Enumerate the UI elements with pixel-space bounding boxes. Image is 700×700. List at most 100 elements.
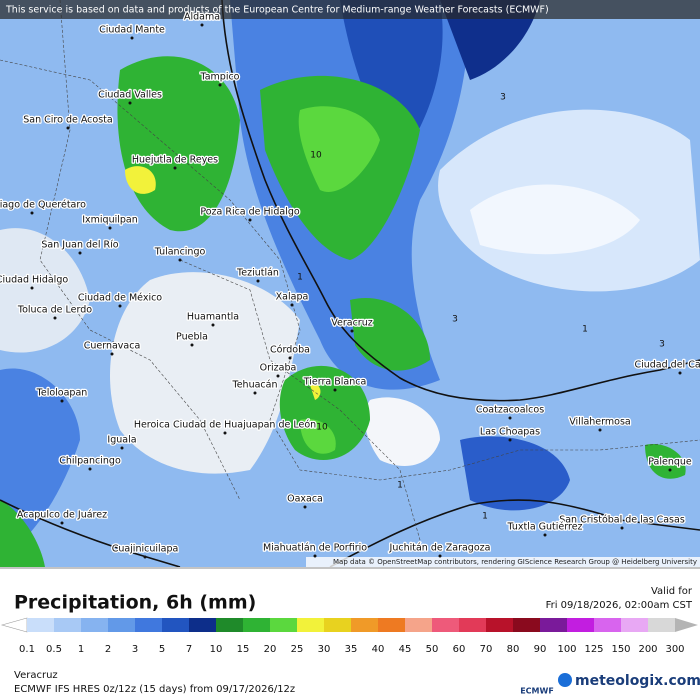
dry-area	[110, 272, 300, 474]
valid-label: Valid for	[651, 586, 693, 597]
city-label: Tampico	[199, 72, 239, 83]
brand-icon	[558, 673, 572, 687]
coastline	[329, 499, 700, 567]
city-label: Ixmiquilpan	[82, 215, 138, 226]
map: This service is based on data and produc…	[0, 0, 700, 567]
legend: Precipitation, 6h (mm) Valid for Fri 09/…	[0, 567, 700, 696]
city-label: Heroica Ciudad de Huajuapan de León	[134, 420, 316, 431]
city-label: San Cristóbal de las Casas	[559, 515, 685, 526]
legend-label: 7	[186, 644, 192, 655]
legend-swatch	[648, 618, 675, 632]
city-label: Tulancingo	[154, 247, 206, 258]
legend-label: 0.5	[46, 644, 62, 655]
city-dot	[303, 505, 307, 509]
city-dot	[438, 554, 442, 558]
city-label: Teziutlán	[236, 268, 279, 279]
legend-label: 1	[78, 644, 84, 655]
wet-area	[460, 436, 570, 511]
heavy-area	[645, 444, 686, 479]
city-dot	[118, 304, 122, 308]
wet-area	[0, 368, 80, 560]
legend-swatch	[54, 618, 81, 632]
city-label: Ciudad Mante	[99, 25, 165, 36]
heavy-area	[300, 419, 336, 454]
location: Veracruz	[14, 670, 58, 681]
city-dot	[256, 279, 260, 283]
city-dot	[276, 374, 280, 378]
city-dot	[223, 431, 227, 435]
contour-label: 1	[297, 273, 303, 283]
legend-swatch	[162, 618, 189, 632]
dry-area	[0, 228, 90, 353]
city-dot	[130, 36, 134, 40]
legend-label: 5	[159, 644, 165, 655]
city-label: Palenque	[648, 457, 692, 468]
contour-label: 1	[482, 512, 488, 522]
heavy-area	[125, 166, 156, 194]
legend-swatch	[567, 618, 594, 632]
city-label: Cuernavaca	[84, 341, 141, 352]
city-dot	[253, 391, 257, 395]
city-dot	[678, 371, 682, 375]
city-dot	[620, 526, 624, 530]
city-dot	[200, 23, 204, 27]
legend-label: 0.1	[19, 644, 35, 655]
city-label: Toluca de Lerdo	[17, 305, 92, 316]
attribution-bg	[306, 557, 700, 567]
city-dot	[508, 416, 512, 420]
legend-swatch	[540, 618, 567, 632]
contour-label: 10	[316, 423, 328, 433]
city-layer: Aldama Ciudad Mante Tampico Ciudad Valles Sa…	[0, 10, 700, 559]
wet-area	[440, 0, 540, 80]
heavy-area	[350, 298, 430, 371]
legend-arrow-high	[675, 618, 698, 632]
legend-label: 200	[638, 644, 657, 655]
city-label: Tuxtla Gutiérrez	[506, 522, 582, 533]
city-dot	[313, 554, 317, 558]
city-label: Acapulco de Juárez	[17, 510, 107, 521]
coastline	[0, 499, 181, 567]
contour-label: 3	[452, 315, 458, 325]
legend-swatch	[432, 618, 459, 632]
city-dot	[350, 329, 354, 333]
city-label: San Juan del Río	[41, 240, 118, 251]
city-label: Veracruz	[331, 318, 372, 329]
contour-label: 10	[310, 151, 322, 161]
legend-swatch	[594, 618, 621, 632]
legend-swatch	[621, 618, 648, 632]
city-dot	[211, 323, 215, 327]
city-label: Ciudad Hidalgo	[0, 275, 68, 286]
city-dot	[178, 258, 182, 262]
city-dot	[108, 226, 112, 230]
city-label: Ciudad de México	[78, 293, 162, 304]
legend-label: 15	[237, 644, 250, 655]
city-dot	[218, 83, 222, 87]
city-dot	[128, 101, 132, 105]
city-label: Coatzacoalcos	[476, 405, 544, 416]
heavy-area	[310, 383, 321, 400]
ecmwf-logo: ECMWF	[520, 687, 554, 696]
city-dot	[60, 521, 64, 525]
legend-swatch	[297, 618, 324, 632]
heavy-area	[279, 365, 370, 460]
legend-label: 2	[105, 644, 111, 655]
city-label: Tierra Blanca	[303, 377, 367, 388]
legend-swatch	[405, 618, 432, 632]
city-label: Poza Rica de Hidalgo	[200, 207, 300, 218]
city-dot	[30, 211, 34, 215]
legend-label: 25	[291, 644, 304, 655]
heavy-area	[0, 500, 45, 567]
city-dot	[288, 356, 292, 360]
legend-label: 300	[665, 644, 684, 655]
city-label: Córdoba	[270, 345, 310, 356]
city-label: Aldama	[184, 12, 220, 23]
city-dot	[543, 533, 547, 537]
contour-label: 1	[397, 481, 403, 491]
city-label: Ciudad del Carmen	[634, 360, 700, 371]
header-bar	[0, 0, 700, 19]
contour-label: 3	[659, 340, 665, 350]
valid-time: Fri 09/18/2026, 02:00am CST	[546, 600, 693, 611]
city-label: Xalapa	[276, 292, 309, 303]
city-label: Orizaba	[260, 363, 297, 374]
